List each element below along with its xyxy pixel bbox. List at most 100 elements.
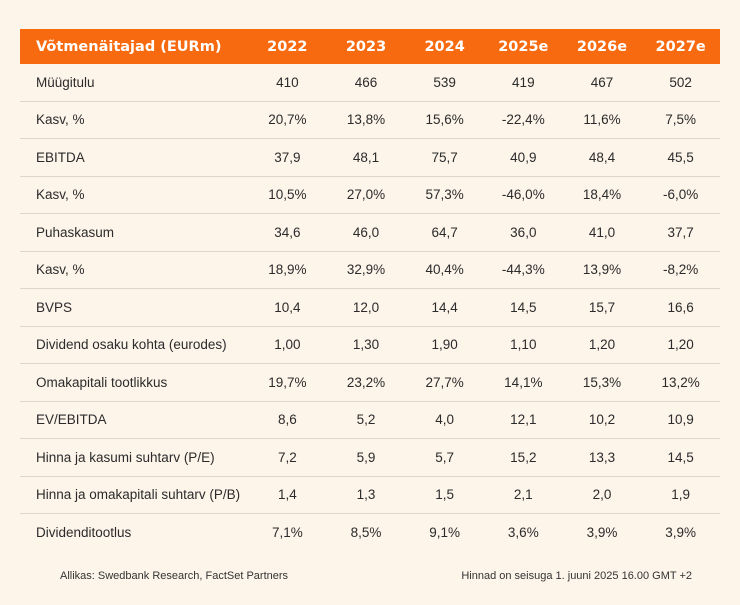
table-cell: 8,6	[248, 401, 327, 439]
table-cell: 13,8%	[326, 101, 406, 139]
table-cell: 27,7%	[405, 363, 484, 402]
table-cell: 1,10	[483, 326, 563, 364]
row-label: Puhaskasum	[20, 213, 249, 252]
table-row: Kasv, % 18,9% 32,9% 40,4% -44,3% 13,9% -8,2%	[20, 251, 720, 289]
table-cell: 14,1%	[483, 363, 563, 402]
table-cell: 1,30	[326, 326, 406, 364]
table-cell: 3,6%	[507, 524, 539, 540]
table-row: EV/EBITDA 8,6 5,2 4,0 12,1 10,2 10,9	[20, 401, 720, 439]
table-cell: 40,9	[483, 138, 563, 177]
table-cell: 34,6	[248, 213, 327, 252]
table-cell: 18,4%	[562, 176, 642, 214]
table-cell: 8,5%	[350, 524, 382, 540]
table-cell: 7,2	[248, 438, 327, 477]
row-label: Kasv, %	[20, 101, 249, 139]
table-cell: 4,0	[405, 401, 484, 439]
header-year: 2026e	[562, 29, 642, 64]
prices-note: Hinnad on seisuga 1. juuni 2025 16.00 GM…	[461, 570, 692, 582]
table-cell: 37,7	[641, 213, 720, 252]
row-label: Dividenditootlus	[36, 524, 132, 540]
table-row: BVPS 10,4 12,0 14,4 14,5 15,7 16,6	[20, 288, 720, 327]
table-cell: 23,2%	[326, 363, 406, 402]
table-cell: 18,9%	[248, 251, 327, 289]
table-cell: 27,0%	[326, 176, 406, 214]
table-cell: 15,2	[483, 438, 563, 477]
table-row: Müügitulu 410 466 539 419 467 502	[20, 64, 720, 102]
table-cell: 37,9	[248, 138, 327, 177]
table-cell: 16,6	[641, 288, 720, 327]
table-cell: 14,5	[641, 438, 720, 477]
table-cell: 15,7	[562, 288, 642, 327]
table-cell: 2,1	[483, 476, 563, 514]
table-cell: 10,2	[562, 401, 642, 439]
table-cell: -6,0%	[641, 176, 720, 214]
table-cell: 5,9	[326, 438, 406, 477]
table-cell: 467	[562, 64, 642, 102]
table-cell: 40,4%	[405, 251, 484, 289]
table-cell: 10,9	[641, 401, 720, 439]
header-label: Võtmenäitajad (EURm)	[20, 29, 249, 64]
table-cell: 12,0	[326, 288, 406, 327]
row-label: EV/EBITDA	[20, 401, 249, 439]
table-cell: 41,0	[562, 213, 642, 252]
source-note: Allikas: Swedbank Research, FactSet Part…	[60, 570, 289, 582]
table-cell: 3,9%	[586, 524, 618, 540]
table-cell: 1,5	[405, 476, 484, 514]
table-cell: 466	[326, 64, 406, 102]
table-row: Hinna ja kasumi suhtarv (P/E) 7,2 5,9 5,7 15…	[20, 438, 720, 477]
table-cell: 1,00	[248, 326, 327, 364]
table-cell: 20,7%	[248, 101, 327, 139]
header-year: 2024	[405, 29, 484, 64]
table-cell: 10,5%	[248, 176, 327, 214]
table-cell: 1,3	[326, 476, 406, 514]
table-cell: 5,2	[326, 401, 406, 439]
table-cell: -8,2%	[641, 251, 720, 289]
table-cell: 32,9%	[326, 251, 406, 289]
table-cell: 57,3%	[405, 176, 484, 214]
table-cell: 410	[248, 64, 327, 102]
table-cell: 45,5	[641, 138, 720, 177]
table-cell: 48,1	[326, 138, 406, 177]
row-label: BVPS	[20, 288, 249, 327]
table-cell: -44,3%	[483, 251, 563, 289]
table-cell: 7,5%	[641, 101, 720, 139]
table-cell: 13,9%	[562, 251, 642, 289]
header-year: 2025e	[483, 29, 563, 64]
table-row: Hinna ja omakapitali suhtarv (P/B) 1,4 1,3…	[20, 476, 720, 514]
table-cell: 1,20	[562, 326, 642, 364]
table-row: EBITDA 37,9 48,1 75,7 40,9 48,4 45,5	[20, 138, 720, 177]
table-row: Dividend osaku kohta (eurodes) 1,00 1,30 1,…	[20, 326, 720, 364]
table-cell: 36,0	[483, 213, 563, 252]
header-year: 2023	[326, 29, 406, 64]
table-cell: 539	[405, 64, 484, 102]
row-label: Kasv, %	[20, 176, 249, 214]
table-cell: 2,0	[562, 476, 642, 514]
table-row: Puhaskasum 34,6 46,0 64,7 36,0 41,0 37,7	[20, 213, 720, 252]
table-cell: 5,7	[405, 438, 484, 477]
table-header-row: Võtmenäitajad (EURm) 2022 2023 2024 2025…	[20, 29, 720, 64]
table-cell: 502	[641, 64, 720, 102]
table-cell: -46,0%	[483, 176, 563, 214]
table-cell: 9,1%	[429, 524, 461, 540]
table-cell: 64,7	[405, 213, 484, 252]
row-label: EBITDA	[20, 138, 249, 177]
table-cell: 15,3%	[562, 363, 642, 402]
header-year: 2022	[248, 29, 327, 64]
table-cell: 7,1%	[271, 524, 303, 540]
table-cell: 14,4	[405, 288, 484, 327]
table-cell: 1,90	[405, 326, 484, 364]
table-cell: 11,6%	[562, 101, 642, 139]
table-cell: 10,4	[248, 288, 327, 327]
table-cell: 1,20	[641, 326, 720, 364]
table-cell: 14,5	[483, 288, 563, 327]
table-cell: 19,7%	[248, 363, 327, 402]
row-label: Müügitulu	[20, 64, 249, 102]
row-label: Omakapitali tootlikkus	[20, 363, 249, 402]
table-cell: 15,6%	[405, 101, 484, 139]
row-label: Kasv, %	[20, 251, 249, 289]
table-cell: 1,9	[641, 476, 720, 514]
table-row: Omakapitali tootlikkus 19,7% 23,2% 27,7% 14,…	[20, 363, 720, 402]
table-cell: 46,0	[326, 213, 406, 252]
table-cell: 1,4	[248, 476, 327, 514]
table-cell: 48,4	[562, 138, 642, 177]
